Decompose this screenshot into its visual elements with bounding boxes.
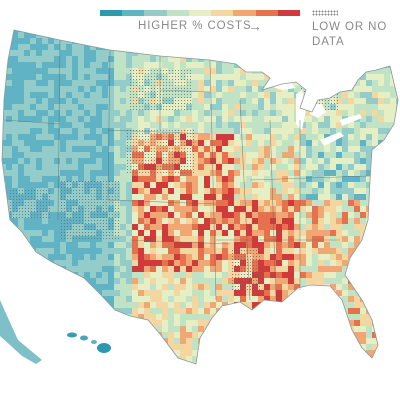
- right-arrow-icon: →: [248, 18, 262, 34]
- no-data-label: LOW OR NO DATA: [312, 21, 388, 48]
- us-outline: [1, 29, 399, 365]
- state-borders: [3, 39, 371, 301]
- hawaii: [67, 332, 111, 353]
- alaska-fragment: [0, 300, 42, 364]
- no-data-swatch: [312, 10, 338, 16]
- color-scale-bar: [100, 10, 300, 16]
- scale-label: HIGHER % COSTS: [138, 20, 252, 32]
- great-lakes: [268, 80, 362, 146]
- legend: HIGHER % COSTS → LOW OR NO DATA: [0, 0, 400, 56]
